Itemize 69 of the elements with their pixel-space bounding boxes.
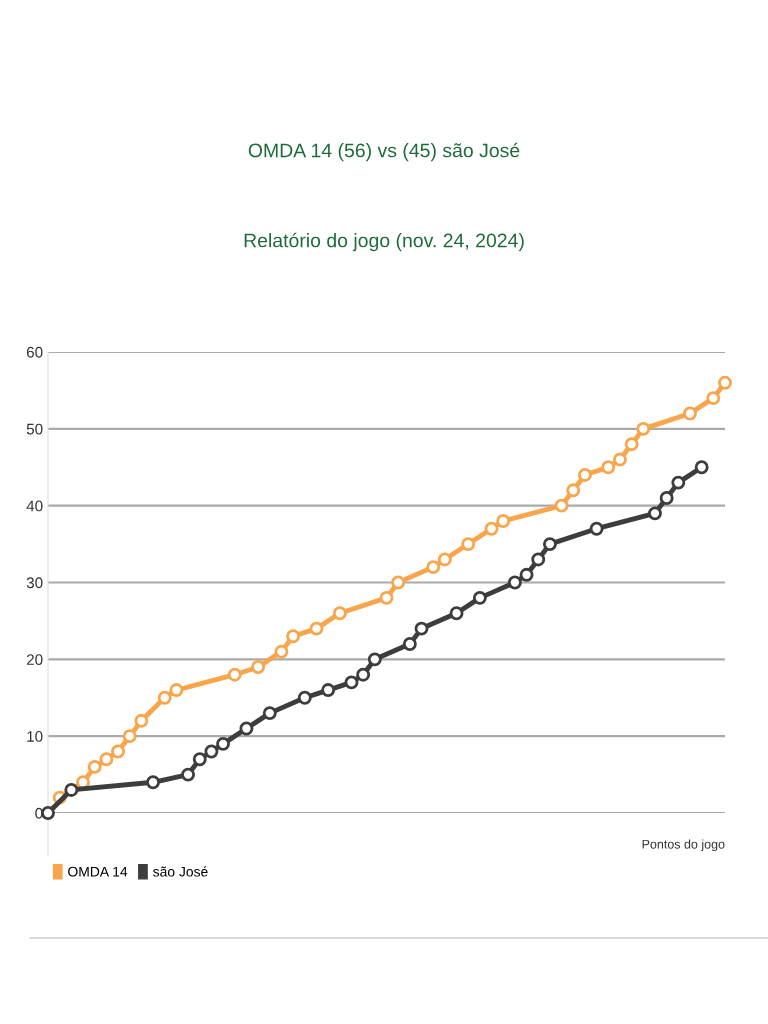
point: [496, 514, 511, 528]
y-tick-label: 10: [27, 731, 43, 742]
point: [426, 560, 441, 575]
point: [519, 567, 534, 582]
point: [718, 375, 732, 390]
point: [87, 759, 102, 774]
point: [274, 644, 289, 659]
point: [99, 752, 114, 767]
point: [449, 606, 464, 621]
point: [589, 521, 604, 536]
point: [169, 683, 184, 698]
point: [379, 590, 394, 605]
point: [344, 675, 359, 690]
point: [391, 575, 406, 590]
point: [648, 506, 662, 521]
point: [321, 683, 336, 698]
point: [286, 629, 301, 644]
point: [507, 575, 522, 590]
point: [577, 467, 592, 482]
point: [484, 521, 499, 536]
point: [659, 491, 674, 505]
point: [332, 606, 347, 621]
point: [531, 552, 546, 567]
point: [636, 421, 651, 436]
point: [216, 736, 231, 751]
point: [262, 706, 277, 721]
point: [204, 744, 219, 759]
chart-subtitle: Relatório do jogo (nov. 24, 2024): [244, 232, 524, 252]
point: [472, 590, 487, 605]
point: [309, 621, 324, 636]
point: [461, 537, 476, 552]
x-axis-title: Pontos do jogo: [642, 839, 725, 852]
point: [146, 775, 160, 790]
point: [181, 767, 196, 782]
point: [367, 652, 382, 667]
point: [41, 806, 55, 820]
y-tick-label: 40: [26, 500, 43, 512]
point: [414, 621, 429, 636]
point: [542, 537, 557, 552]
point: [297, 690, 312, 705]
chart-title: OMDA 14 (56) vs (45) são José: [248, 142, 520, 162]
point: [601, 460, 616, 475]
point: [239, 721, 254, 736]
point: [356, 667, 371, 682]
y-tick-label: 60: [26, 346, 43, 358]
y-tick-label: 20: [26, 654, 43, 666]
legend-label: são José: [153, 866, 208, 877]
point: [111, 744, 125, 759]
point: [613, 452, 627, 467]
point: [566, 483, 581, 498]
point: [157, 690, 172, 705]
point: [554, 498, 569, 513]
point: [402, 637, 417, 651]
point: [134, 713, 149, 728]
point: [227, 667, 242, 682]
legend-label: OMDA 14: [68, 866, 128, 877]
y-tick-label: 50: [26, 423, 43, 435]
point: [706, 391, 721, 406]
point: [694, 460, 709, 475]
point: [64, 783, 79, 797]
point: [624, 437, 639, 452]
y-tick-label: 30: [26, 577, 43, 589]
point: [122, 729, 137, 744]
point: [192, 752, 207, 767]
point: [437, 552, 452, 567]
point: [251, 660, 266, 674]
point: [671, 475, 686, 490]
y-tick-label: 0: [35, 807, 43, 819]
point: [683, 406, 697, 421]
